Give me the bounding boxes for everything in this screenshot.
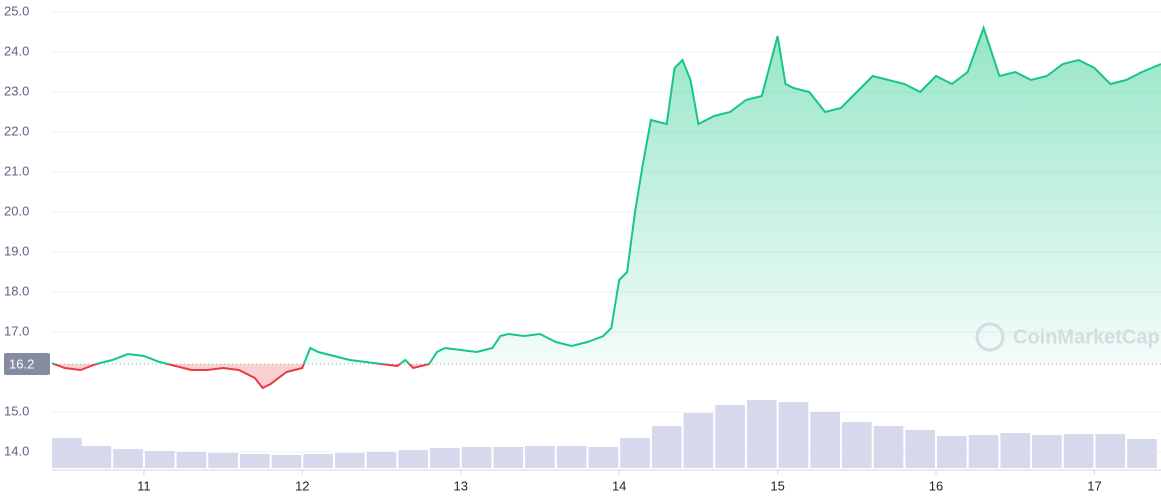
volume-bar — [968, 435, 999, 468]
y-tick-label: 25.0 — [4, 3, 29, 18]
x-tick-label: 15 — [770, 478, 784, 493]
volume-bar — [52, 438, 82, 468]
x-tick-label: 13 — [454, 478, 468, 493]
area-down — [52, 364, 1161, 388]
volume-bar — [176, 452, 207, 468]
x-tick-label: 14 — [612, 478, 626, 493]
volume-bar — [620, 438, 650, 468]
volume-bar — [937, 436, 967, 468]
volume-bar — [398, 450, 429, 468]
volume-bar — [239, 454, 270, 468]
volume-bar — [1095, 434, 1126, 468]
volume-bar — [556, 446, 587, 468]
volume-bar — [1000, 433, 1031, 468]
y-tick-label: 14.0 — [4, 443, 29, 458]
volume-bar — [778, 402, 809, 468]
x-tick-label: 16 — [929, 478, 943, 493]
x-tick-label: 17 — [1087, 478, 1101, 493]
volume-bar — [746, 400, 777, 468]
volume-bar — [335, 453, 365, 468]
y-tick-label: 21.0 — [4, 163, 29, 178]
volume-bar — [841, 422, 872, 468]
volume-bar — [905, 430, 936, 468]
volume-bar — [366, 452, 397, 468]
x-tick-label: 11 — [137, 478, 151, 493]
volume-bar — [588, 447, 619, 468]
watermark-text: CoinMarketCap — [1013, 326, 1160, 348]
line-up — [51, 24, 1161, 364]
y-tick-label: 17.0 — [4, 323, 29, 338]
volume-bar — [461, 447, 492, 468]
volume-bar — [651, 426, 682, 468]
watermark: CoinMarketCap — [975, 322, 1160, 352]
volume-bar — [525, 446, 555, 468]
volume-bar — [873, 426, 904, 468]
volume-bar — [1127, 439, 1157, 468]
volume-bar — [81, 446, 112, 468]
y-tick-label: 19.0 — [4, 243, 29, 258]
x-tick-label: 12 — [295, 478, 309, 493]
y-tick-label: 20.0 — [4, 203, 29, 218]
volume-bar — [208, 453, 238, 468]
volume-bar — [430, 448, 460, 468]
line-down — [51, 364, 431, 390]
volume-bar — [113, 449, 143, 468]
y-tick-label: 22.0 — [4, 123, 29, 138]
volume-bar — [144, 451, 175, 468]
volume-bar — [271, 455, 302, 468]
volume-bar — [1032, 435, 1062, 468]
y-tick-label: 23.0 — [4, 83, 29, 98]
y-tick-label: 18.0 — [4, 283, 29, 298]
baseline-label: 16.2 — [9, 356, 34, 371]
area-up — [52, 28, 1161, 364]
baseline-label-box — [4, 353, 50, 375]
y-tick-label: 24.0 — [4, 43, 29, 58]
y-tick-label: 15.0 — [4, 403, 29, 418]
volume-bar — [1063, 434, 1094, 468]
volume-bar — [810, 412, 840, 468]
volume-bar — [683, 413, 714, 468]
volume-bar — [493, 447, 524, 468]
volume-bar — [715, 405, 745, 468]
volume-bar — [303, 454, 334, 468]
